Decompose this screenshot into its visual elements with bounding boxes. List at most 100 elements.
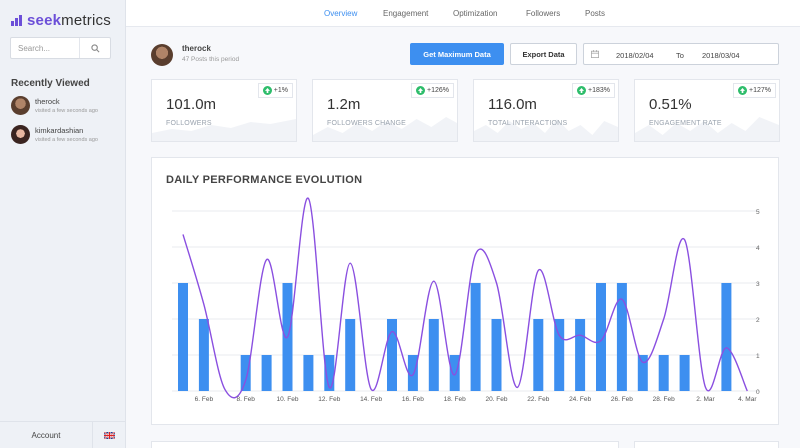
avatar	[11, 125, 30, 144]
chart-title: DAILY PERFORMANCE EVOLUTION	[166, 174, 363, 186]
recent-item-time: visited a few seconds ago	[35, 137, 98, 143]
avatar	[11, 96, 30, 115]
profile-avatar	[151, 44, 173, 66]
bar[interactable]	[679, 355, 690, 391]
change-badge: +126%	[411, 83, 454, 98]
recent-item-name: therock	[35, 97, 60, 106]
sidebar-footer: Account	[0, 421, 126, 448]
arrow-up-icon	[262, 86, 272, 95]
bar[interactable]	[428, 319, 439, 391]
change-badge: +1%	[257, 83, 293, 98]
sparkline	[474, 119, 618, 141]
tab-optimization[interactable]: Optimization	[453, 9, 498, 18]
x-tick-label: 12. Feb	[318, 396, 340, 403]
change-value: +126%	[427, 87, 449, 94]
date-range-picker[interactable]: 2018/02/04 To 2018/03/04	[583, 43, 779, 65]
arrow-up-icon	[416, 86, 425, 95]
change-value: +127%	[749, 87, 771, 94]
stat-card-total-interactions: 116.0m TOTAL INTERACTIONS +183%	[473, 79, 619, 142]
bar[interactable]	[658, 355, 669, 391]
tab-followers[interactable]: Followers	[526, 9, 561, 18]
bar[interactable]	[470, 283, 481, 391]
bar[interactable]	[449, 355, 460, 391]
profile-post-count: 47 Posts this period	[182, 56, 240, 63]
profile-name: therock	[182, 44, 211, 53]
stat-value: 116.0m	[488, 96, 537, 113]
x-tick-label: 18. Feb	[444, 396, 466, 403]
y-tick-label: 5	[756, 209, 760, 216]
y-tick-label: 2	[756, 317, 760, 324]
stat-value: 0.51%	[649, 96, 692, 113]
recent-item-kimkardashian[interactable]: kimkardashian visited a few seconds ago	[11, 125, 98, 144]
top-nav: Overview Engagement Optimization Followe…	[126, 0, 800, 27]
tab-overview[interactable]: Overview	[324, 9, 358, 18]
tab-posts[interactable]: Posts	[585, 9, 606, 18]
series-line[interactable]	[182, 197, 748, 399]
export-data-button[interactable]: Export Data	[510, 43, 577, 65]
bar[interactable]	[261, 355, 272, 391]
sparkline	[152, 119, 296, 141]
x-tick-label: 6. Feb	[195, 396, 214, 403]
x-tick-label: 14. Feb	[360, 396, 382, 403]
search-input[interactable]	[11, 38, 80, 58]
stat-value: 101.0m	[166, 96, 217, 113]
change-badge: +183%	[572, 83, 615, 98]
stat-card-followers-change: 1.2m FOLLOWERS CHANGE +126%	[312, 79, 458, 142]
x-tick-label: 8. Feb	[236, 396, 255, 403]
x-tick-label: 28. Feb	[653, 396, 675, 403]
recent-item-time: visited a few seconds ago	[35, 108, 98, 114]
search-icon	[90, 43, 99, 52]
logo-text: seekmetrics	[27, 12, 111, 29]
bar[interactable]	[616, 283, 627, 391]
x-tick-label: 26. Feb	[611, 396, 633, 403]
search-button[interactable]	[80, 38, 110, 58]
bar[interactable]	[303, 355, 314, 391]
change-value: +1%	[273, 87, 288, 94]
tab-engagement[interactable]: Engagement	[383, 9, 429, 18]
bar[interactable]	[345, 319, 356, 391]
arrow-up-icon	[577, 86, 586, 95]
logo[interactable]: seekmetrics	[11, 12, 111, 29]
language-selector[interactable]	[93, 422, 126, 448]
bar[interactable]	[596, 283, 606, 391]
x-tick-label: 20. Feb	[485, 396, 507, 403]
sidebar: seekmetrics Recently Viewed therock visi…	[0, 0, 126, 448]
x-tick-label: 10. Feb	[276, 396, 298, 403]
sparkline	[635, 117, 779, 141]
y-tick-label: 0	[756, 389, 760, 396]
change-badge: +127%	[733, 83, 776, 98]
stat-label: TOTAL INTERACTIONS	[488, 120, 568, 127]
bar[interactable]	[637, 355, 648, 391]
stat-card-followers: 101.0m FOLLOWERS +1%	[151, 79, 297, 142]
y-tick-label: 3	[756, 281, 760, 288]
account-link[interactable]: Account	[0, 422, 93, 448]
date-to[interactable]: 2018/03/04	[702, 51, 740, 60]
lower-panel-left	[151, 441, 619, 448]
stat-label: ENGAGEMENT RATE	[649, 120, 722, 127]
stat-card-engagement-rate: 0.51% ENGAGEMENT RATE +127%	[634, 79, 780, 142]
search-box	[10, 37, 111, 59]
bar[interactable]	[575, 319, 586, 391]
get-maximum-data-button[interactable]: Get Maximum Data	[410, 43, 504, 65]
calendar-icon	[591, 50, 599, 58]
bar[interactable]	[240, 355, 251, 391]
x-tick-label: 24. Feb	[569, 396, 591, 403]
bar[interactable]	[178, 283, 188, 391]
recent-item-therock[interactable]: therock visited a few seconds ago	[11, 96, 98, 115]
stat-label: FOLLOWERS	[166, 120, 212, 127]
bar[interactable]	[533, 319, 544, 391]
bar[interactable]	[491, 319, 502, 391]
stat-label: FOLLOWERS CHANGE	[327, 120, 407, 127]
change-value: +183%	[588, 87, 610, 94]
daily-performance-chart: 0 1 2 3 4 5 6. Feb 8. Feb 10. Feb 12. Feb 14. Feb 1…	[172, 197, 760, 403]
bar[interactable]	[324, 355, 335, 391]
uk-flag-icon	[104, 431, 115, 439]
bar[interactable]	[407, 355, 418, 391]
bar[interactable]	[198, 319, 209, 391]
date-from[interactable]: 2018/02/04	[616, 51, 654, 60]
bar[interactable]	[721, 283, 732, 391]
bar[interactable]	[387, 319, 397, 391]
bar[interactable]	[554, 319, 565, 391]
lower-panel-right	[634, 441, 779, 448]
y-tick-label: 4	[756, 245, 760, 252]
